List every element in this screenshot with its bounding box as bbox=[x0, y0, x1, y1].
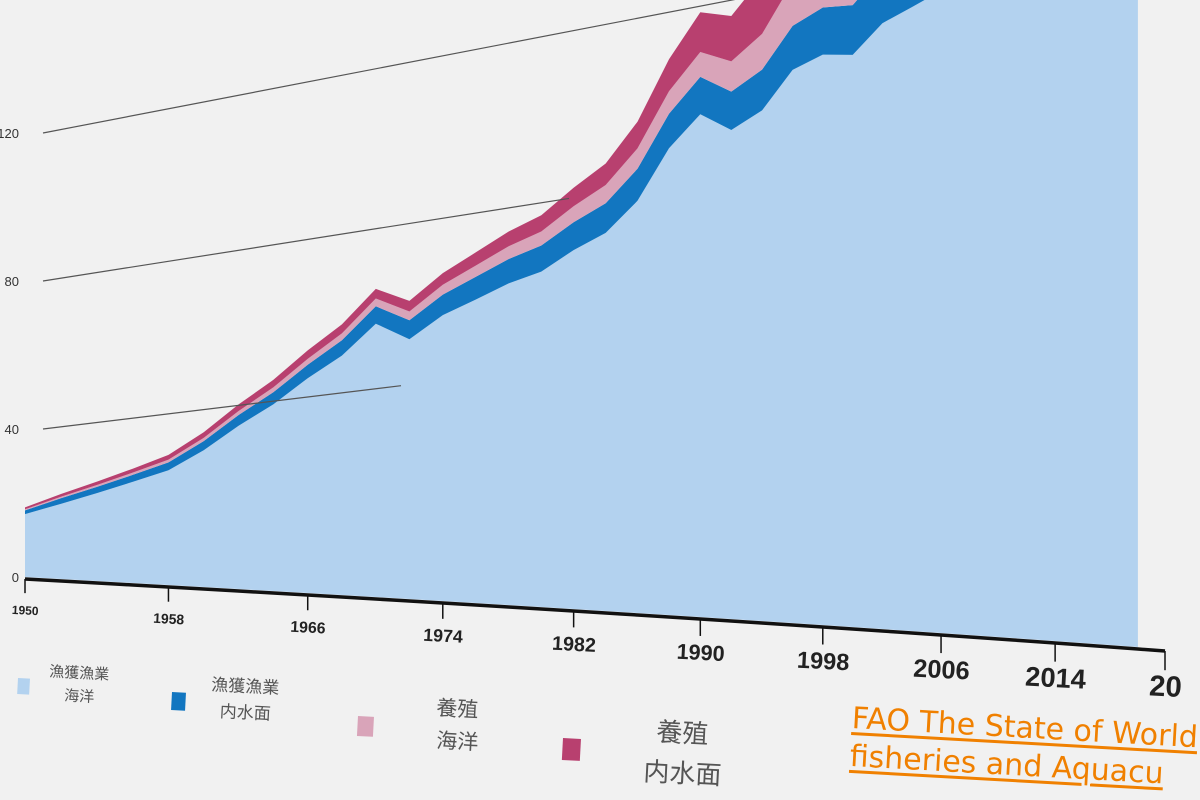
x-axis-line bbox=[24, 577, 1166, 653]
x-tick-20: 20 bbox=[1148, 669, 1182, 704]
legend-label-line1-4: 養殖 bbox=[656, 718, 710, 751]
x-tick-1966: 1966 bbox=[290, 619, 326, 638]
y-axis: 0 40 80 120 bbox=[0, 126, 19, 585]
legend-label-line2-4: 内水面 bbox=[643, 757, 722, 791]
x-tick-1998: 1998 bbox=[796, 647, 850, 676]
x-tick-2006: 2006 bbox=[913, 655, 971, 686]
x-tick-2014: 2014 bbox=[1024, 661, 1087, 695]
y-tick-0: 0 bbox=[12, 570, 19, 585]
legend-swatch-1 bbox=[17, 677, 30, 695]
x-tick-labels: 1950 1958 1966 1974 1982 1990 1998 2006 2014 20 bbox=[12, 603, 1183, 704]
legend-swatch-2 bbox=[171, 691, 186, 711]
series-area-2 bbox=[25, 0, 925, 515]
legend-label-line2-2: 内水面 bbox=[219, 702, 271, 725]
legend-label-line2-1: 海洋 bbox=[64, 686, 95, 706]
gridline-layer bbox=[42, 0, 736, 430]
legend-swatch-3 bbox=[356, 716, 374, 737]
legend-swatch-4 bbox=[561, 738, 581, 761]
y-tick-120: 120 bbox=[0, 126, 19, 141]
legend-label-line1-2: 漁獲漁業 bbox=[211, 675, 280, 699]
series-area-1 bbox=[25, 0, 1138, 647]
y-tick-80: 80 bbox=[5, 274, 19, 289]
legend-label-line1-1: 漁獲漁業 bbox=[49, 662, 110, 683]
legend-label-line1-3: 養殖 bbox=[436, 696, 479, 722]
series-area-4 bbox=[25, 0, 783, 510]
series-layer bbox=[25, 0, 1138, 647]
y-tick-40: 40 bbox=[5, 422, 19, 437]
gridline-80 bbox=[42, 197, 570, 282]
x-tick-1950: 1950 bbox=[12, 603, 40, 618]
x-tick-1974: 1974 bbox=[423, 625, 464, 647]
gridline-120 bbox=[42, 0, 736, 134]
x-axis bbox=[24, 577, 1166, 671]
x-tick-1982: 1982 bbox=[552, 633, 597, 657]
x-tick-1958: 1958 bbox=[153, 610, 185, 628]
x-tick-1990: 1990 bbox=[676, 639, 725, 666]
gridline-40 bbox=[42, 385, 402, 430]
series-area-3 bbox=[25, 0, 858, 511]
legend-label-line2-3: 海洋 bbox=[436, 728, 479, 754]
